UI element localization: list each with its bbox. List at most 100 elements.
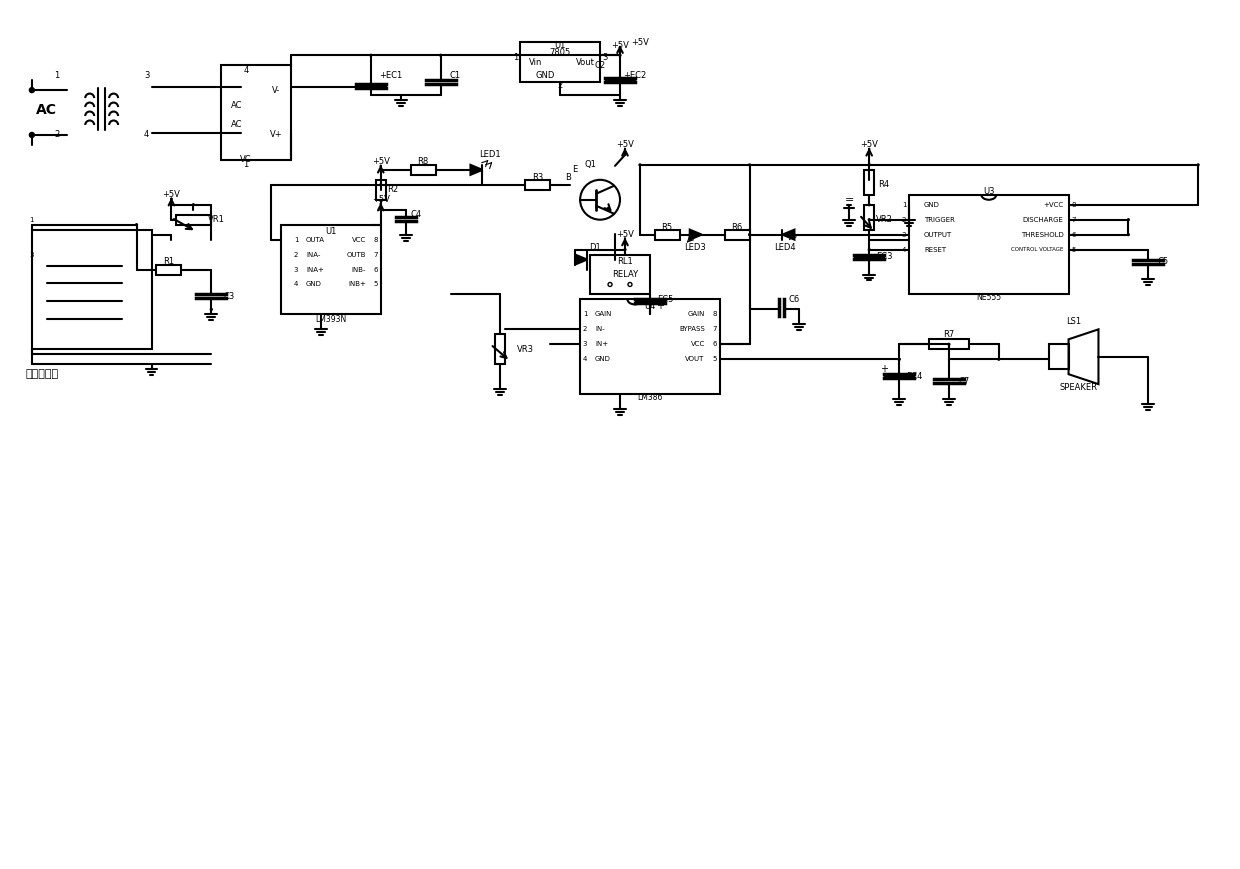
Text: OUTPUT: OUTPUT xyxy=(924,232,952,237)
Text: GND: GND xyxy=(306,282,322,288)
Text: EC5: EC5 xyxy=(657,295,673,304)
Bar xyxy=(929,339,968,349)
Text: VCC: VCC xyxy=(352,236,366,242)
Circle shape xyxy=(135,224,138,226)
Text: V+: V+ xyxy=(270,130,283,139)
Text: +: + xyxy=(880,364,888,375)
Circle shape xyxy=(192,204,195,206)
Text: GND: GND xyxy=(595,356,611,362)
Text: 4: 4 xyxy=(901,247,906,253)
Bar xyxy=(521,43,600,83)
Circle shape xyxy=(1127,219,1130,221)
Text: 3: 3 xyxy=(603,53,608,62)
Text: GAIN: GAIN xyxy=(595,311,613,317)
Text: LM386: LM386 xyxy=(637,393,662,401)
Text: 4: 4 xyxy=(243,66,249,75)
Text: CONTROL VOLTAGE: CONTROL VOLTAGE xyxy=(1011,247,1064,252)
Circle shape xyxy=(619,55,621,56)
Text: U3: U3 xyxy=(983,188,994,196)
Text: R2: R2 xyxy=(387,185,398,195)
Circle shape xyxy=(749,164,750,166)
Bar xyxy=(590,255,650,295)
Text: R6: R6 xyxy=(732,223,743,232)
Text: 7805: 7805 xyxy=(549,48,570,56)
Text: +5V: +5V xyxy=(631,37,649,47)
Text: TRIGGER: TRIGGER xyxy=(924,216,955,222)
Polygon shape xyxy=(782,229,795,240)
Text: 5: 5 xyxy=(1071,247,1076,253)
Bar xyxy=(496,335,506,364)
Text: +5V: +5V xyxy=(611,41,629,50)
Circle shape xyxy=(379,169,382,170)
Circle shape xyxy=(379,184,382,186)
Text: +EC2: +EC2 xyxy=(624,70,646,80)
Text: C6: C6 xyxy=(789,295,800,304)
Text: C5: C5 xyxy=(1158,257,1169,266)
Text: LED1: LED1 xyxy=(480,150,501,159)
Text: EC3: EC3 xyxy=(875,252,893,261)
Text: 4: 4 xyxy=(294,282,299,288)
Text: 2: 2 xyxy=(901,216,906,222)
Text: LED3: LED3 xyxy=(684,243,706,252)
Bar xyxy=(221,65,291,160)
Bar xyxy=(156,264,181,275)
Text: R5: R5 xyxy=(661,223,672,232)
Text: LED4: LED4 xyxy=(774,243,795,252)
Text: +: + xyxy=(656,302,663,311)
Text: 6: 6 xyxy=(1071,232,1076,237)
Bar xyxy=(655,229,680,240)
Text: 漏液传感器: 漏液传感器 xyxy=(25,369,58,379)
Circle shape xyxy=(639,164,641,166)
Circle shape xyxy=(370,55,372,56)
Text: IN+: IN+ xyxy=(595,342,608,348)
Text: +EC1: +EC1 xyxy=(379,70,402,80)
Text: RL1: RL1 xyxy=(618,257,632,266)
Text: OUTB: OUTB xyxy=(346,252,366,257)
Circle shape xyxy=(30,88,35,93)
Bar xyxy=(176,215,211,225)
Text: GAIN: GAIN xyxy=(687,311,704,317)
Text: AC: AC xyxy=(231,121,242,129)
Text: 3: 3 xyxy=(144,70,149,80)
Text: 1: 1 xyxy=(294,236,299,242)
Bar xyxy=(724,229,750,240)
Text: RELAY: RELAY xyxy=(611,270,639,279)
Circle shape xyxy=(440,55,441,56)
Text: 4: 4 xyxy=(583,356,588,362)
Text: NE555: NE555 xyxy=(976,293,1002,302)
Text: B: B xyxy=(565,173,572,182)
Text: +5V: +5V xyxy=(616,141,634,149)
Text: R7: R7 xyxy=(944,330,955,339)
Circle shape xyxy=(1198,164,1199,166)
Circle shape xyxy=(998,358,999,360)
Bar xyxy=(32,229,151,349)
Text: VR3: VR3 xyxy=(517,345,533,354)
Bar xyxy=(410,165,435,175)
Text: 1: 1 xyxy=(55,70,60,80)
Text: 3: 3 xyxy=(583,342,588,348)
Text: VR1: VR1 xyxy=(208,216,224,224)
Text: Vout: Vout xyxy=(575,57,594,67)
Text: C4: C4 xyxy=(410,210,422,219)
Circle shape xyxy=(868,204,870,206)
Text: 1: 1 xyxy=(512,53,518,62)
Bar xyxy=(909,195,1069,295)
Text: 6: 6 xyxy=(713,342,717,348)
Circle shape xyxy=(868,164,870,166)
Circle shape xyxy=(1127,234,1130,235)
Text: INB+: INB+ xyxy=(348,282,366,288)
Text: +5V: +5V xyxy=(162,190,180,199)
Circle shape xyxy=(30,132,35,137)
Text: 8: 8 xyxy=(713,311,717,317)
Text: INA-: INA- xyxy=(306,252,320,257)
Text: +5V: +5V xyxy=(861,141,878,149)
Text: C3: C3 xyxy=(223,292,234,301)
Text: VR2: VR2 xyxy=(875,216,893,224)
Circle shape xyxy=(898,358,900,360)
Text: 3: 3 xyxy=(901,232,906,237)
Circle shape xyxy=(749,234,750,235)
Polygon shape xyxy=(575,255,587,264)
Polygon shape xyxy=(689,229,702,240)
Text: AC: AC xyxy=(231,101,242,109)
Text: 5: 5 xyxy=(713,356,717,362)
